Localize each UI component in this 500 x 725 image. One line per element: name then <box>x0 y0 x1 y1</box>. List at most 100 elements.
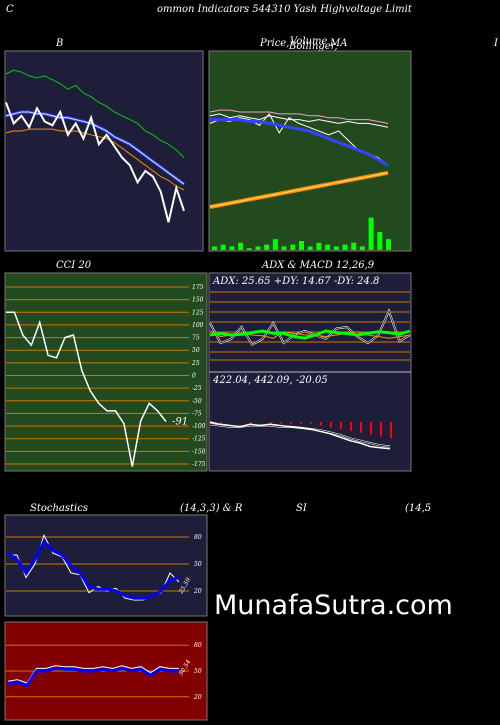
volume-bar <box>255 246 261 250</box>
price-panel <box>208 50 412 252</box>
cci-tick-label: -150 <box>192 448 206 455</box>
price-title-c: Bollinger, <box>289 41 338 52</box>
stoch-panel: 80 50 20 25.59 <box>4 514 208 617</box>
volume-bar <box>386 239 391 250</box>
price-title-d: MA <box>330 38 348 49</box>
chart-title: ommon Indicators 544310 Yash Highvoltage… <box>157 4 412 15</box>
adx-macd-svg <box>208 272 412 472</box>
bollinger-title: B <box>56 38 64 49</box>
price-ma-line <box>209 113 389 128</box>
macd-histogram-bar <box>360 422 362 433</box>
cci-bg <box>4 272 208 472</box>
price-bg <box>208 50 412 252</box>
volume-bar <box>342 244 348 250</box>
price-middle-band <box>210 118 389 167</box>
volume-bar <box>368 217 374 250</box>
macd-line <box>209 421 391 450</box>
adx-macd-title: ADX & MACD 12,26,9 <box>262 260 375 271</box>
macd-readout: 422.04, 442.09, -20.05 <box>213 375 328 386</box>
cci-line <box>6 311 167 467</box>
rsi-tick-label: 20 <box>193 694 202 701</box>
stoch-tick-label: 50 <box>194 561 202 568</box>
macd-histogram-bar <box>330 422 332 428</box>
stoch-tick-label: 80 <box>194 534 202 541</box>
volume-bar <box>316 242 322 250</box>
cci-tick-label: 0 <box>192 373 196 380</box>
volume-bar <box>238 242 244 250</box>
macd-histogram-bar <box>280 422 282 424</box>
bollinger-upper-band <box>5 69 185 158</box>
adx-readout: ADX: 25.65 +DY: 14.67 -DY: 24.8 <box>213 276 380 287</box>
bollinger-panel <box>4 50 204 252</box>
stoch-bg <box>4 514 208 617</box>
bollinger-lower-band <box>5 128 185 191</box>
volume-bar <box>307 246 313 250</box>
stoch-tick-label: 20 <box>193 588 202 595</box>
volume-bar <box>359 246 365 250</box>
macd-histogram-bar <box>290 422 292 424</box>
rsi-tick-label: 50 <box>194 668 202 675</box>
price-long-ma-highlight <box>209 172 389 208</box>
stoch-title-d: (14,5 <box>405 503 432 514</box>
bollinger-price-line <box>5 102 185 223</box>
cci-current-label: -91 <box>172 417 188 428</box>
cci-tick-label: -50 <box>192 398 202 405</box>
cci-svg: 175 150 125 100 75 50 25 0 -25 -50 -75 -100 -125 -150… <box>4 272 208 472</box>
price-right-letter: I <box>494 38 498 49</box>
cci-tick-label: -75 <box>192 410 202 417</box>
cci-tick-label: 50 <box>192 347 200 354</box>
volume-bar <box>299 241 304 250</box>
cci-tick-label: 150 <box>192 297 204 304</box>
macd-histogram-bar <box>310 422 312 424</box>
price-svg <box>208 50 412 252</box>
stoch-d-line <box>7 538 180 600</box>
volume-bar <box>272 239 278 250</box>
cci-title: CCI 20 <box>56 260 92 271</box>
bollinger-svg <box>4 50 204 252</box>
volume-bar <box>264 244 270 250</box>
stoch-title-c: SI <box>296 503 307 514</box>
volume-bar <box>351 242 357 250</box>
cci-tick-label: -100 <box>192 423 206 430</box>
watermark: MunafaSutra.com <box>214 590 453 621</box>
volume-bar <box>212 246 217 250</box>
rsi-line <box>7 666 179 688</box>
macd-histogram-bar <box>350 422 352 431</box>
rsi-signal-line <box>7 665 179 684</box>
macd-histogram-bar <box>300 422 302 424</box>
header-letter: C <box>6 4 14 15</box>
macd-histogram-bar <box>390 422 392 439</box>
macd-histogram-bar <box>220 422 222 424</box>
cci-tick-label: -175 <box>192 461 206 468</box>
volume-bar <box>229 246 235 250</box>
cci-tick-label: 75 <box>192 335 200 342</box>
macd-histogram-bar <box>340 422 342 430</box>
cci-tick-label: 25 <box>191 360 200 367</box>
volume-bar <box>377 232 383 250</box>
adx-macd-panel <box>208 272 412 472</box>
macd-histogram-bar <box>250 422 252 424</box>
cci-panel: 175 150 125 100 75 50 25 0 -25 -50 -75 -100 -125 -150… <box>4 272 208 472</box>
volume-bar <box>325 244 331 250</box>
macd-histogram-bar <box>380 422 382 437</box>
macd-histogram-bar <box>270 422 272 424</box>
cci-tick-label: -25 <box>192 385 202 392</box>
price-title-b: Volume <box>290 36 328 47</box>
volume-bar <box>333 246 339 250</box>
rsi-tick-label: 80 <box>194 642 202 649</box>
macd-histogram-bar <box>320 422 322 426</box>
volume-bar <box>290 244 296 250</box>
price-upper-band <box>209 109 389 124</box>
rsi-panel: 80 50 20 50.54 <box>4 621 208 721</box>
cci-tick-label: 125 <box>192 309 204 316</box>
cci-tick-label: 100 <box>192 322 204 329</box>
stoch-title-b: (14,3,3) & R <box>180 503 243 514</box>
cci-tick-label: 175 <box>192 284 204 291</box>
volume-bar <box>220 244 226 250</box>
volume-bar <box>281 246 287 250</box>
macd-histogram-bar <box>370 422 372 435</box>
bollinger-bg <box>4 50 204 252</box>
volume-bar <box>246 248 252 250</box>
